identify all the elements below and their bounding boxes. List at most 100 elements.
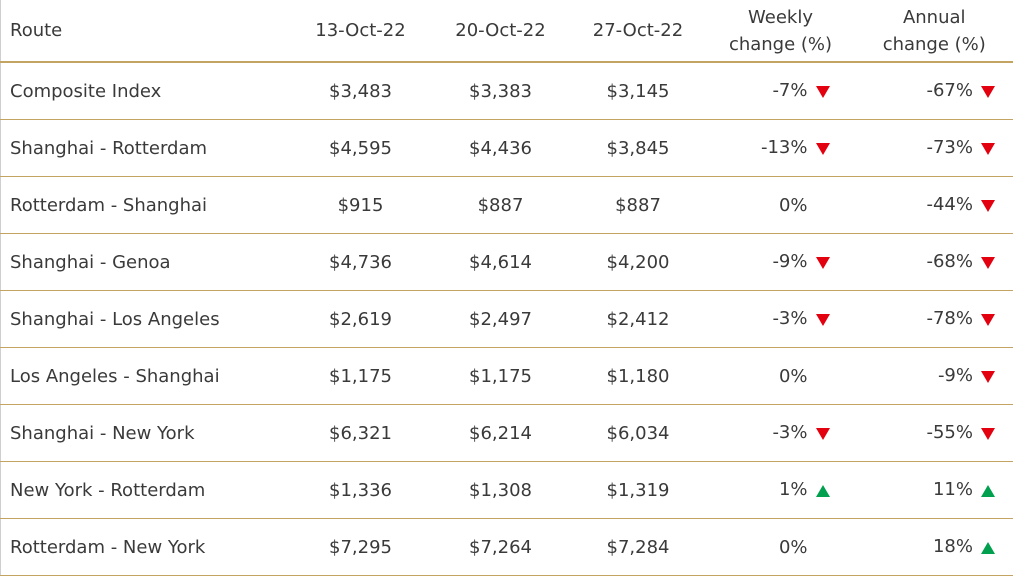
value-cell: $1,175 (431, 348, 571, 405)
down-arrow (815, 256, 831, 270)
down-arrow (980, 313, 996, 327)
value-cell: -44% (856, 177, 1013, 234)
value-cell: -7% (706, 62, 856, 120)
cell-text: -7% (772, 80, 807, 101)
cell-text: -78% (926, 308, 973, 329)
value-cell: $1,336 (291, 462, 431, 519)
cell-text: $6,321 (329, 423, 392, 444)
cell-text: $6,214 (469, 423, 532, 444)
cell-text: 1% (779, 479, 808, 500)
cell-text: $2,619 (329, 309, 392, 330)
arrow-shape (981, 143, 995, 155)
arrow-shape (981, 314, 995, 326)
value-cell: -73% (856, 120, 1013, 177)
cell-text: $915 (338, 195, 384, 216)
cell-text: -9% (772, 251, 807, 272)
value-cell: -78% (856, 291, 1013, 348)
route-cell: Shanghai - Genoa (1, 234, 291, 291)
cell-text: 0% (779, 195, 808, 216)
route-cell: Shanghai - Los Angeles (1, 291, 291, 348)
column-header: Weekly change (%) (706, 0, 856, 62)
trend-arrow (973, 252, 1003, 273)
table-row: Los Angeles - Shanghai$1,175$1,175$1,180… (1, 348, 1013, 405)
cell-text: -3% (772, 308, 807, 329)
value-cell: 18% (856, 519, 1013, 576)
cell-text: Shanghai - New York (10, 423, 195, 444)
trend-arrow (973, 366, 1003, 387)
value-cell: 0% (706, 177, 856, 234)
trend-arrow (808, 252, 838, 273)
value-cell: -55% (856, 405, 1013, 462)
route-cell: Rotterdam - Shanghai (1, 177, 291, 234)
cell-text: $6,034 (607, 423, 670, 444)
cell-text: $3,383 (469, 81, 532, 102)
cell-text: $4,614 (469, 252, 532, 273)
value-cell: 1% (706, 462, 856, 519)
value-cell: $4,436 (431, 120, 571, 177)
down-arrow (980, 256, 996, 270)
cell-text: $887 (615, 195, 661, 216)
cell-text: $1,319 (607, 480, 670, 501)
cell-text: -67% (926, 80, 973, 101)
arrow-shape (981, 200, 995, 212)
table-row: Shanghai - Genoa$4,736$4,614$4,200-9%-68… (1, 234, 1013, 291)
arrow-shape (981, 428, 995, 440)
arrow-shape (981, 86, 995, 98)
value-cell: $7,284 (571, 519, 706, 576)
cell-text: $2,497 (469, 309, 532, 330)
cell-text: $4,200 (607, 252, 670, 273)
cell-text: Shanghai - Genoa (10, 252, 171, 273)
table-row: Composite Index$3,483$3,383$3,145-7%-67% (1, 62, 1013, 120)
value-cell: $2,619 (291, 291, 431, 348)
down-arrow (980, 427, 996, 441)
trend-arrow (808, 423, 838, 444)
cell-text: 11% (933, 479, 973, 500)
cell-text: Shanghai - Los Angeles (10, 309, 220, 330)
cell-text: $887 (478, 195, 524, 216)
cell-text: $7,295 (329, 537, 392, 558)
value-cell: $1,308 (431, 462, 571, 519)
table-row: Rotterdam - Shanghai $915 $887 $887 0% -44% (1, 177, 1013, 234)
trend-arrow (973, 537, 1003, 558)
cell-text: Rotterdam - Shanghai (10, 195, 207, 216)
cell-text: 0% (779, 537, 808, 558)
cell-text: -3% (772, 422, 807, 443)
value-cell: -3% (706, 405, 856, 462)
value-cell: $4,736 (291, 234, 431, 291)
value-cell: $2,497 (431, 291, 571, 348)
route-cell: Shanghai - New York (1, 405, 291, 462)
cell-text: -55% (926, 422, 973, 443)
cell-text: $1,336 (329, 480, 392, 501)
arrow-shape (981, 542, 995, 554)
down-arrow (815, 142, 831, 156)
column-header: 13-Oct-22 (291, 0, 431, 62)
trend-arrow (973, 195, 1003, 216)
arrow-shape (981, 371, 995, 383)
arrow-shape (816, 485, 830, 497)
value-cell: -9% (856, 348, 1013, 405)
trend-arrow (808, 309, 838, 330)
cell-text: $1,175 (469, 366, 532, 387)
cell-text: $7,284 (607, 537, 670, 558)
down-arrow (980, 199, 996, 213)
up-arrow (980, 541, 996, 555)
cell-text: 0% (779, 366, 808, 387)
value-cell: $6,214 (431, 405, 571, 462)
trend-arrow (973, 480, 1003, 501)
column-header: Route (1, 0, 291, 62)
cell-text: -9% (938, 365, 973, 386)
down-arrow (980, 370, 996, 384)
value-cell: $4,200 (571, 234, 706, 291)
cell-text: New York - Rotterdam (10, 480, 205, 501)
value-cell: -67% (856, 62, 1013, 120)
down-arrow (980, 142, 996, 156)
table-body: Composite Index$3,483$3,383$3,145-7%-67%… (1, 62, 1013, 576)
value-cell: $6,321 (291, 405, 431, 462)
arrow-shape (816, 86, 830, 98)
cell-text: $1,175 (329, 366, 392, 387)
value-cell: 0% (706, 519, 856, 576)
column-header: Annual change (%) (856, 0, 1013, 62)
value-cell: 11% (856, 462, 1013, 519)
